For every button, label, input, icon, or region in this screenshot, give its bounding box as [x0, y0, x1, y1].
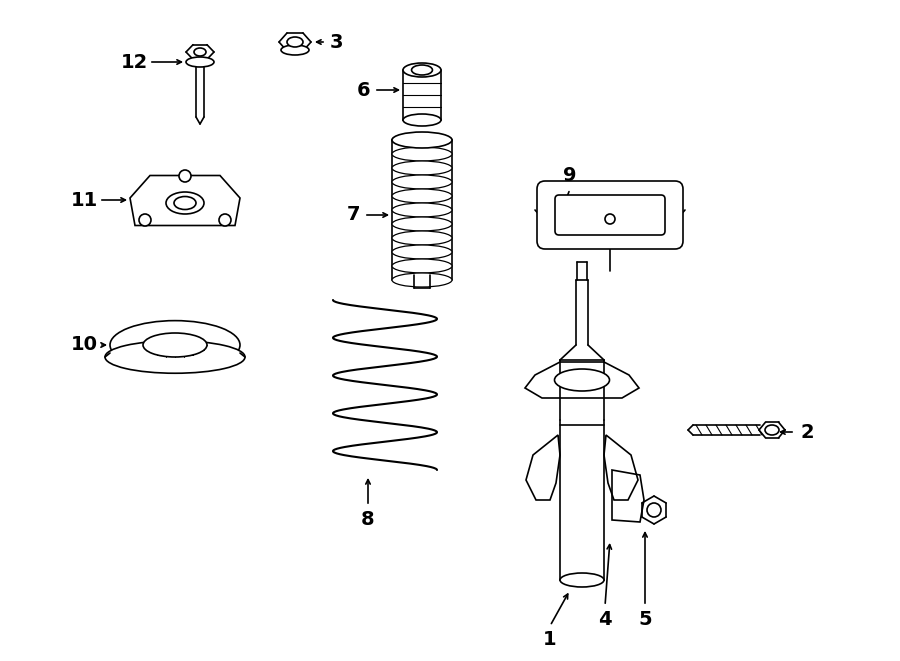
- Text: 1: 1: [544, 630, 557, 649]
- Circle shape: [219, 214, 231, 226]
- Text: 8: 8: [361, 510, 374, 529]
- Circle shape: [179, 170, 191, 182]
- Ellipse shape: [392, 133, 452, 147]
- Ellipse shape: [554, 369, 609, 391]
- Ellipse shape: [403, 63, 441, 77]
- Ellipse shape: [174, 196, 196, 210]
- Text: 12: 12: [121, 52, 148, 71]
- Text: 9: 9: [563, 166, 577, 185]
- Ellipse shape: [403, 114, 441, 126]
- Ellipse shape: [392, 132, 452, 148]
- Text: 10: 10: [71, 336, 98, 354]
- Ellipse shape: [765, 425, 779, 435]
- Text: 6: 6: [356, 81, 370, 100]
- FancyBboxPatch shape: [537, 181, 683, 249]
- Ellipse shape: [281, 45, 309, 55]
- Ellipse shape: [392, 231, 452, 245]
- Text: 5: 5: [638, 610, 652, 629]
- Ellipse shape: [194, 48, 206, 56]
- FancyBboxPatch shape: [555, 195, 665, 235]
- Ellipse shape: [411, 65, 433, 75]
- Ellipse shape: [392, 203, 452, 217]
- Ellipse shape: [392, 273, 452, 287]
- Ellipse shape: [143, 333, 207, 357]
- Ellipse shape: [186, 57, 214, 67]
- Text: 3: 3: [330, 32, 344, 52]
- Circle shape: [139, 214, 151, 226]
- Text: 7: 7: [346, 206, 360, 225]
- Circle shape: [605, 214, 615, 224]
- Ellipse shape: [392, 217, 452, 231]
- Ellipse shape: [392, 147, 452, 161]
- Ellipse shape: [105, 341, 245, 373]
- Ellipse shape: [166, 192, 204, 214]
- Ellipse shape: [392, 245, 452, 259]
- Ellipse shape: [392, 175, 452, 189]
- Ellipse shape: [110, 321, 240, 369]
- Ellipse shape: [287, 37, 303, 47]
- Ellipse shape: [560, 573, 604, 587]
- Text: 2: 2: [800, 422, 814, 442]
- Ellipse shape: [392, 161, 452, 175]
- Circle shape: [647, 503, 661, 517]
- Ellipse shape: [392, 259, 452, 273]
- Text: 4: 4: [598, 610, 612, 629]
- Text: 11: 11: [71, 190, 98, 210]
- Ellipse shape: [392, 189, 452, 203]
